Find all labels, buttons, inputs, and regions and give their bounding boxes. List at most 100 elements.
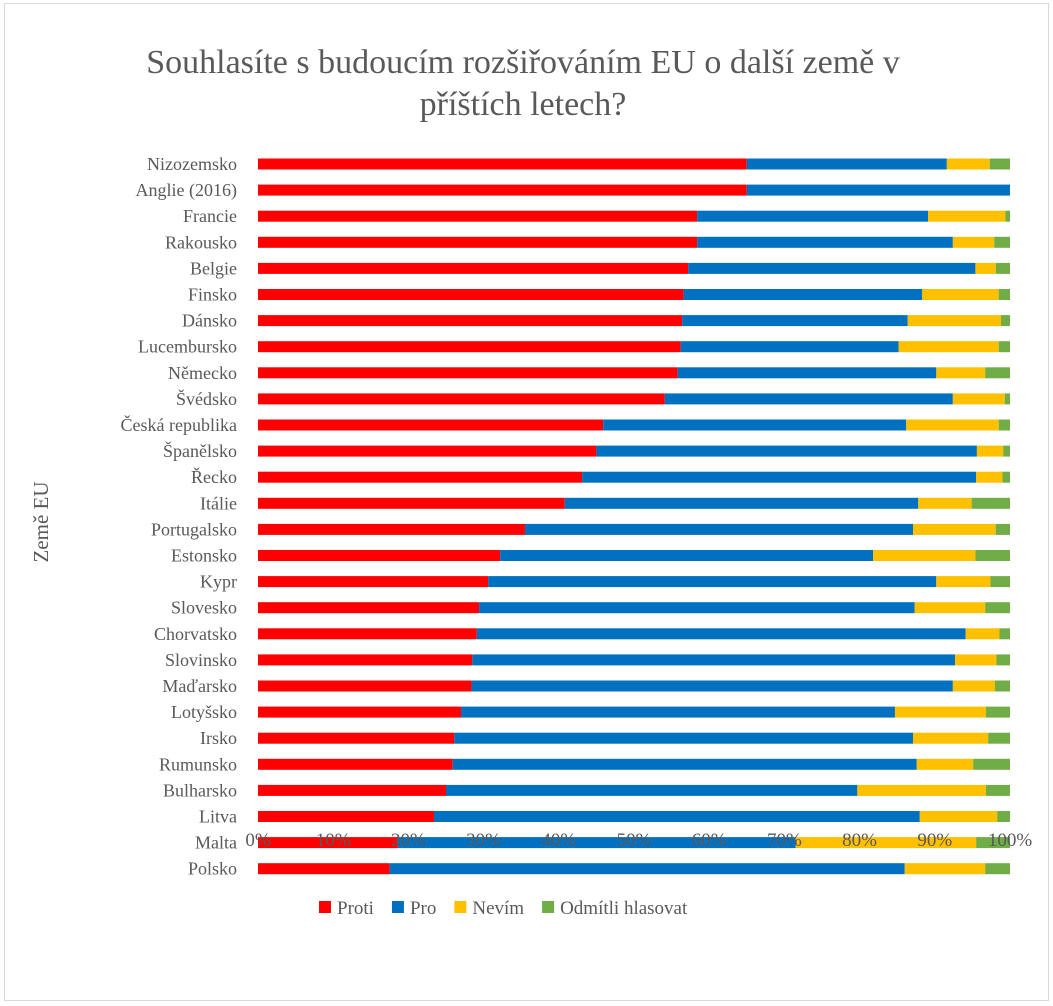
bar-segment (582, 471, 977, 483)
bar-segment (258, 445, 597, 457)
bar-segment (479, 602, 915, 614)
bar-segment (922, 289, 999, 300)
bar-segment (746, 184, 1010, 196)
bar-segment (912, 732, 989, 744)
bars-layer (258, 158, 1010, 875)
category-label: Slovesko (171, 598, 237, 618)
x-tick-label: 0% (245, 830, 271, 851)
bar-segment (985, 863, 1010, 875)
bar-segment (258, 863, 390, 875)
bar-segment (258, 628, 477, 640)
category-label: Dánsko (182, 311, 237, 331)
bar-segment (873, 550, 976, 561)
bar-segment (258, 602, 480, 614)
bar-segment (795, 837, 977, 849)
bar-segment (857, 784, 986, 796)
category-label: Kypr (200, 572, 237, 592)
bar-segment (906, 419, 999, 431)
legend-label: Odmítli hlasovat (560, 898, 688, 919)
legend-swatch (319, 901, 331, 913)
bar-segment (258, 497, 565, 509)
bar-segment (697, 210, 929, 222)
bar-segment (397, 837, 796, 849)
x-tick-label: 60% (692, 830, 727, 851)
bar-segment (894, 706, 986, 718)
bar-segment (258, 550, 501, 561)
bar-segment (258, 471, 583, 483)
category-labels: Nizozemsko Anglie (2016) Francie Rakousko Be… (121, 154, 237, 879)
bar-segment (912, 523, 996, 535)
bar-segment (258, 576, 489, 588)
x-tick-label: 10% (316, 830, 351, 851)
bar-segment (258, 419, 604, 431)
bar-segment (500, 550, 874, 561)
bar-segment (985, 706, 1010, 718)
bar-segment (688, 262, 976, 274)
x-tick-label: 20% (391, 830, 426, 851)
category-label: Slovinsko (165, 650, 237, 670)
bar-segment (258, 654, 473, 666)
bar-segment (258, 732, 455, 744)
bar-segment (996, 654, 1010, 666)
chart-canvas: Souhlasíte s budoucím rozšiřováním EU o … (29, 44, 1032, 919)
x-tick-label: 90% (917, 830, 952, 851)
bar-segment (680, 341, 899, 353)
bar-segment (976, 837, 1010, 849)
x-tick-label: 40% (541, 830, 576, 851)
bar-segment (928, 210, 1006, 222)
category-label: Rumunsko (159, 754, 237, 774)
bar-segment (488, 576, 937, 588)
bar-segment (976, 445, 1004, 457)
bar-segment (433, 811, 920, 822)
x-tick-label: 80% (842, 830, 877, 851)
legend-swatch (391, 901, 404, 913)
legend-label: Pro (410, 898, 436, 919)
bar-segment (973, 758, 1010, 770)
chart-title: Souhlasíte s budoucím rozšiřováním EU o … (146, 44, 900, 123)
bar-segment (898, 341, 999, 353)
bar-segment (389, 863, 905, 875)
bar-segment (998, 341, 1010, 353)
legend-label: Nevím (472, 898, 524, 919)
bar-segment (971, 497, 1010, 509)
category-label: Maďarsko (162, 676, 237, 696)
chart-title-line-2: příštích letech? (420, 86, 627, 123)
category-label: Malta (195, 833, 237, 853)
bar-segment (1002, 471, 1010, 483)
legend-swatch (454, 901, 467, 913)
bar-segment (999, 628, 1010, 640)
bar-segment (258, 784, 446, 796)
bar-segment (985, 784, 1010, 796)
bar-segment (916, 758, 974, 770)
category-label: Španělsko (163, 440, 237, 461)
bar-segment (664, 393, 953, 405)
chart-frame: Souhlasíte s budoucím rozšiřováním EU o … (4, 3, 1049, 1001)
category-label: Estonsko (171, 546, 237, 566)
bar-segment (258, 837, 398, 849)
bar-segment (936, 367, 986, 379)
category-label: Irsko (200, 728, 237, 748)
bar-segment (975, 550, 1010, 561)
bar-segment (907, 315, 1001, 327)
category-label: Řecko (191, 466, 237, 487)
bar-segment (746, 158, 947, 170)
category-label: Nizozemsko (147, 154, 237, 174)
bar-segment (988, 732, 1010, 744)
x-tick-label: 100% (988, 830, 1033, 851)
bar-segment (258, 811, 434, 822)
bar-segment (258, 758, 453, 770)
bar-segment (476, 628, 966, 640)
bar-segment (452, 758, 917, 770)
legend: Proti Pro Nevím Odmítli hlasovat (319, 898, 688, 919)
bar-segment (454, 732, 913, 744)
bar-segment (683, 289, 923, 300)
bar-segment (258, 706, 462, 718)
bar-segment (258, 210, 698, 222)
bar-segment (989, 158, 1010, 170)
bar-segment (1005, 210, 1010, 222)
x-axis-tick-labels: 0% 10% 20% 30% 40% 50% 60% 70% 80% 90% 100% (245, 830, 1032, 851)
bar-segment (258, 315, 683, 327)
bar-segment (904, 863, 986, 875)
bar-segment (524, 523, 913, 535)
category-label: Lotyšsko (171, 702, 237, 722)
